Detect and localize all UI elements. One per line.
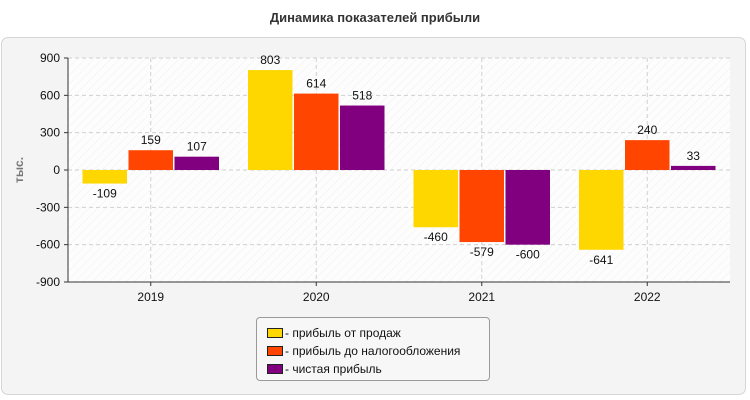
bar (625, 140, 670, 170)
bar (459, 170, 504, 243)
y-tick-label: -300 (36, 200, 60, 214)
y-tick-label: -600 (36, 238, 60, 252)
bar (413, 170, 458, 228)
x-tick-label: 2021 (468, 290, 495, 304)
legend: - прибыль от продаж - прибыль до налогоо… (256, 317, 490, 381)
data-label: -460 (424, 230, 448, 244)
data-label: -600 (516, 248, 540, 262)
data-label: -641 (589, 253, 613, 267)
data-label: 107 (187, 140, 207, 154)
x-tick-label: 2020 (303, 290, 330, 304)
bar (579, 170, 624, 250)
data-label: -109 (93, 187, 117, 201)
bar (82, 170, 127, 184)
data-label: 159 (141, 133, 161, 147)
chart-title: Динамика показателей прибыли (269, 10, 481, 25)
bar (505, 170, 550, 245)
legend-label: - чистая прибыль (285, 362, 382, 376)
x-tick-label: 2022 (634, 290, 661, 304)
legend-swatch (267, 346, 283, 356)
legend-swatch (267, 328, 283, 338)
y-tick-label: 900 (40, 51, 60, 65)
legend-label: - прибыль от продаж (285, 326, 401, 340)
data-label: 240 (637, 123, 657, 137)
bar (128, 150, 173, 170)
legend-swatch (267, 364, 283, 374)
data-label: 33 (687, 149, 701, 163)
y-tick-label: -900 (36, 275, 60, 289)
data-label: 518 (352, 89, 372, 103)
legend-item: - чистая прибыль (267, 360, 489, 378)
y-tick-label: 300 (40, 126, 60, 140)
bar (174, 156, 219, 170)
x-tick-label: 2019 (137, 290, 164, 304)
data-label: 803 (260, 53, 280, 67)
legend-label: - прибыль до налогообложения (285, 344, 461, 358)
bar (671, 165, 716, 170)
y-axis-label: тыс. (12, 157, 26, 183)
data-label: 614 (306, 77, 326, 91)
y-tick-label: 0 (53, 163, 60, 177)
bar (340, 105, 385, 170)
data-label: -579 (470, 245, 494, 259)
bar (294, 93, 339, 170)
y-tick-label: 600 (40, 88, 60, 102)
bar (248, 70, 293, 170)
legend-item: - прибыль от продаж (267, 324, 489, 342)
legend-item: - прибыль до налогообложения (267, 342, 489, 360)
